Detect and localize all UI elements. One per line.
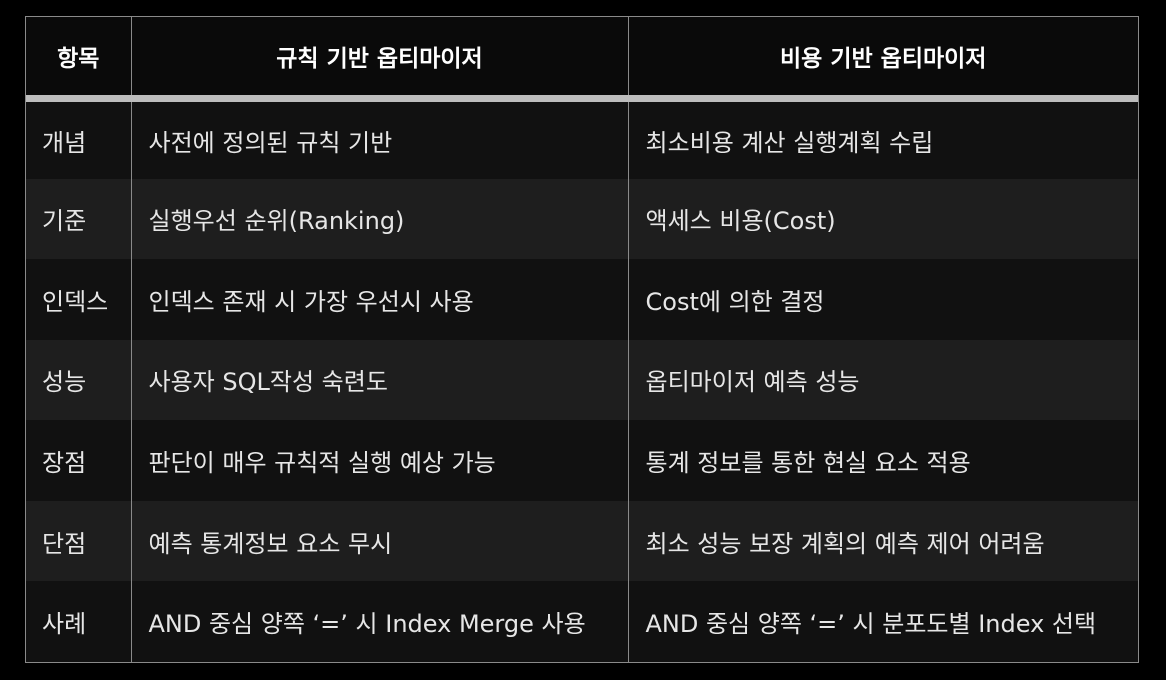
row-rule-cell: 예측 통계정보 요소 무시 [130,500,628,582]
row-item-cell: 단점 [42,529,87,558]
row-cost-cell: 통계 정보를 통한 현실 요소 적용 [627,420,1138,501]
table-row: 사례 AND 중심 양쪽 ‘=’ 시 Index Merge 사용 AND 중심… [26,581,1138,662]
row-cost-cell: 최소비용 계산 실행계획 수립 [627,98,1138,179]
row-cost-cell: 옵티마이저 예측 성능 [627,339,1138,421]
table-row: 장점 판단이 매우 규칙적 실행 예상 가능 통계 정보를 통한 현실 요소 적… [26,420,1138,501]
row-cost-cell: 최소 성능 보장 계획의 예측 제어 어려움 [627,500,1138,582]
row-cost-cell: 액세스 비용(Cost) [627,178,1138,260]
row-item-cell: 인덱스 [42,287,109,316]
row-item-cell: 기준 [42,207,87,236]
table-row: 인덱스 인덱스 존재 시 가장 우선시 사용 Cost에 의한 결정 [26,259,1138,340]
header-item: 항목 [26,17,131,102]
row-item-cell: 성능 [42,368,87,397]
table-header: 항목 규칙 기반 옵티마이저 비용 기반 옵티마이저 [26,17,1138,102]
row-item-cell: 개념 [42,128,87,157]
row-rule-cell: 판단이 매우 규칙적 실행 예상 가능 [130,420,628,501]
optimizer-comparison-table-container: 항목 규칙 기반 옵티마이저 비용 기반 옵티마이저 개념 사전에 정의된 규칙… [25,16,1139,663]
header-row: 항목 규칙 기반 옵티마이저 비용 기반 옵티마이저 [26,17,1138,102]
optimizer-comparison-table: 항목 규칙 기반 옵티마이저 비용 기반 옵티마이저 개념 사전에 정의된 규칙… [26,17,1138,662]
row-cost-cell: Cost에 의한 결정 [627,259,1138,340]
row-rule-cell: 인덱스 존재 시 가장 우선시 사용 [130,259,628,340]
header-rule-based: 규칙 기반 옵티마이저 [130,17,628,102]
table-row: 성능 사용자 SQL작성 숙련도 옵티마이저 예측 성능 [26,339,1138,421]
table-row: 기준 실행우선 순위(Ranking) 액세스 비용(Cost) [26,178,1138,260]
row-cost-cell: AND 중심 양쪽 ‘=’ 시 분포도별 Index 선택 [627,581,1138,662]
row-rule-cell: AND 중심 양쪽 ‘=’ 시 Index Merge 사용 [130,581,628,662]
row-rule-cell: 사용자 SQL작성 숙련도 [130,339,628,421]
row-rule-cell: 실행우선 순위(Ranking) [130,178,628,260]
row-rule-cell: 사전에 정의된 규칙 기반 [130,98,628,179]
row-item-cell: 장점 [42,449,87,478]
header-cost-based: 비용 기반 옵티마이저 [627,17,1138,102]
table-row: 단점 예측 통계정보 요소 무시 최소 성능 보장 계획의 예측 제어 어려움 [26,500,1138,582]
table-row: 개념 사전에 정의된 규칙 기반 최소비용 계산 실행계획 수립 [26,98,1138,179]
table-body: 개념 사전에 정의된 규칙 기반 최소비용 계산 실행계획 수립 기준 실행우선… [26,98,1138,662]
row-item-cell: 사례 [42,610,87,639]
